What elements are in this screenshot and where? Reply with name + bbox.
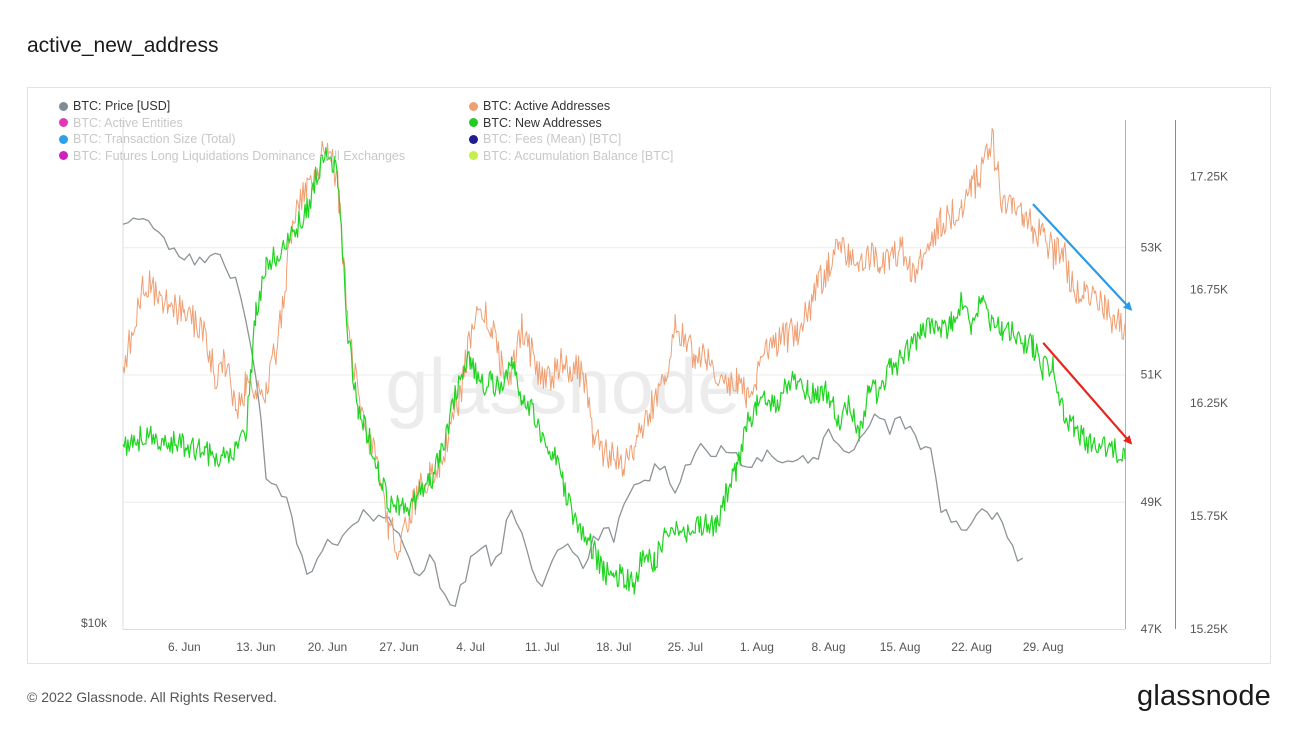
legend-label: BTC: Futures Long Liquidations Dominance… (73, 148, 406, 163)
page-title: active_new_address (27, 34, 219, 57)
y-tick-label-active-addresses: 53K (1141, 240, 1162, 254)
legend-label: BTC: Accumulation Balance [BTC] (483, 148, 674, 163)
x-tick-label: 11. Jul (525, 640, 559, 654)
chart-svg[interactable]: glassnode 6. Jun 13. Jun 20. Jun 27. Jun 4. … (28, 88, 1272, 665)
grid-lines (123, 247, 1125, 630)
x-tick-label: 8. Aug (811, 640, 845, 654)
x-tick-label: 6. Jun (168, 640, 201, 654)
x-tick-label: 25. Jul (668, 640, 703, 654)
legend-dot-icon (469, 151, 478, 160)
legend-item[interactable]: BTC: Active Entities (59, 116, 183, 130)
legend-item[interactable]: BTC: Transaction Size (Total) (59, 132, 236, 146)
legend-item[interactable]: BTC: New Addresses (469, 116, 602, 130)
legend-item[interactable]: BTC: Price [USD] (59, 99, 170, 113)
legend-dot-icon (469, 134, 478, 144)
axes (122, 120, 1176, 630)
glassnode-logo: glassnode (1136, 680, 1271, 712)
x-tick-label: 20. Jun (308, 640, 347, 654)
legend-item[interactable]: BTC: Futures Long Liquidations Dominance… (59, 149, 405, 163)
x-tick-label: 13. Jun (236, 640, 275, 654)
annotations (1032, 203, 1133, 445)
legend-label: BTC: New Addresses (483, 115, 602, 130)
x-tick-label: 18. Jul (596, 640, 631, 654)
legend-item[interactable]: BTC: Fees (Mean) [BTC] (469, 132, 621, 146)
x-tick-label: 27. Jun (379, 640, 418, 654)
legend-label: BTC: Transaction Size (Total) (73, 132, 236, 146)
y-tick-label-new-addresses: 16.75K (1190, 283, 1228, 297)
legend-item[interactable]: BTC: Active Addresses (469, 99, 610, 113)
y-tick-label-new-addresses: 16.25K (1190, 396, 1228, 410)
legend-dot-icon (59, 118, 68, 127)
legend-label: BTC: Fees (Mean) [BTC] (483, 132, 622, 146)
y-tick-label-price: $10k (81, 616, 108, 630)
legend-dot-icon (59, 101, 68, 111)
series-new-addresses-line (122, 147, 1126, 595)
x-tick-label: 22. Aug (951, 640, 992, 654)
legend-dot-icon (59, 134, 68, 144)
legend-label: BTC: Active Entities (73, 115, 183, 130)
legend-dot-icon (59, 151, 68, 160)
legend-label: BTC: Active Addresses (483, 99, 611, 113)
copyright-text: © 2022 Glassnode. All Rights Reserved. (27, 689, 278, 705)
x-tick-label: 1. Aug (740, 640, 774, 654)
chart-frame: glassnode 6. Jun 13. Jun 20. Jun 27. Jun 4. … (27, 87, 1271, 664)
legend-dot-icon (469, 101, 478, 111)
y-axis-ticks: 47K 49K 51K 53K 15.25K 15.75K 16.25K 16.75K 17.2… (81, 170, 1228, 636)
x-tick-label: 4. Jul (456, 640, 485, 654)
y-tick-label-active-addresses: 49K (1141, 495, 1162, 509)
series-layer (122, 128, 1126, 607)
annotation-arrow-red (1042, 342, 1133, 445)
series-active-addresses-line (122, 128, 1126, 561)
watermark: glassnode (385, 342, 741, 430)
annotation-arrow-blue (1032, 203, 1133, 311)
x-tick-label: 15. Aug (880, 640, 921, 654)
y-tick-label-new-addresses: 15.75K (1190, 509, 1228, 523)
legend-item[interactable]: BTC: Accumulation Balance [BTC] (469, 149, 673, 163)
y-tick-label-active-addresses: 51K (1141, 368, 1162, 382)
y-tick-label-active-addresses: 47K (1141, 622, 1162, 636)
y-tick-label-new-addresses: 17.25K (1190, 170, 1228, 184)
x-tick-label: 29. Aug (1023, 640, 1064, 654)
x-axis-ticks: 6. Jun 13. Jun 20. Jun 27. Jun 4. Jul 11. Jul… (168, 640, 1064, 654)
legend-dot-icon (469, 118, 478, 127)
y-tick-label-new-addresses: 15.25K (1190, 622, 1228, 636)
legend-label: BTC: Price [USD] (73, 99, 171, 113)
series-price-line (122, 217, 1024, 607)
